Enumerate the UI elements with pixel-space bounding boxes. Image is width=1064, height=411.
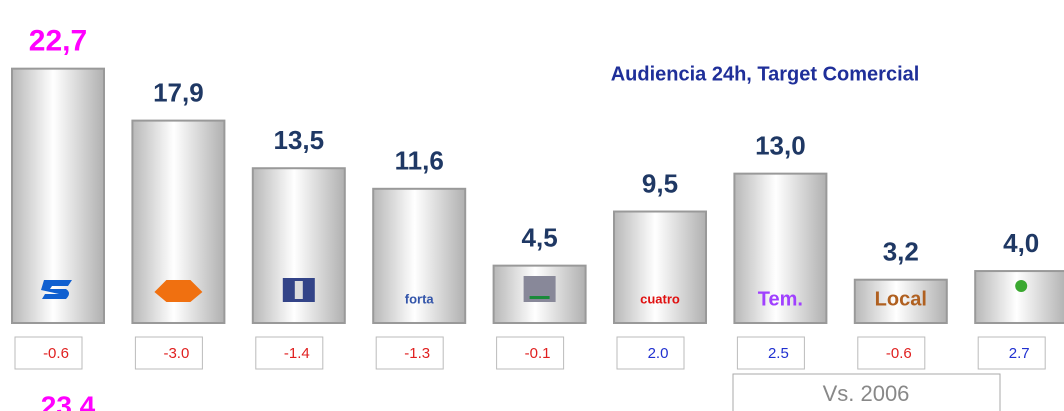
logo	[1015, 280, 1028, 292]
value-label: 11,6	[395, 146, 444, 176]
logo	[529, 296, 550, 299]
value-label: 3,2	[883, 237, 919, 267]
comparison-label: Vs. 2006	[823, 381, 910, 406]
change-box	[255, 336, 324, 370]
logo	[154, 280, 203, 302]
change-box	[977, 336, 1046, 370]
change-label: 2.7	[1009, 345, 1030, 362]
logo	[294, 281, 303, 299]
chart-title: Audiencia 24h, Target Comercial	[611, 63, 920, 85]
bar	[733, 172, 828, 324]
change-box	[375, 336, 444, 370]
value-label: 9,5	[642, 168, 678, 198]
change-label: -0.1	[525, 345, 551, 362]
change-label: -0.6	[886, 345, 912, 362]
change-box	[14, 336, 83, 370]
comparison-box	[732, 373, 1001, 411]
value-label: 17,9	[153, 77, 204, 107]
change-box	[616, 336, 685, 370]
value-label: 13,5	[273, 125, 324, 155]
change-label: -1.3	[404, 345, 430, 362]
change-label: -0.6	[43, 345, 69, 362]
value-label: 4,0	[1003, 228, 1039, 258]
change-box	[857, 336, 926, 370]
category-label: Local	[875, 288, 927, 310]
bar	[613, 210, 707, 324]
value-label: 22,7	[29, 25, 87, 58]
change-box	[134, 336, 203, 370]
bar	[853, 278, 948, 325]
change-box	[736, 336, 805, 370]
logo	[41, 280, 72, 299]
change-label: -3.0	[163, 345, 189, 362]
bar	[372, 187, 467, 324]
category-label: Tem.	[758, 288, 803, 310]
value-label: 13,0	[755, 131, 806, 161]
change-label: 2.0	[648, 345, 669, 362]
change-label: -1.4	[284, 345, 310, 362]
previous-label: 23,4	[41, 390, 96, 411]
value-label: 4,5	[522, 223, 558, 253]
bar	[974, 270, 1064, 324]
category-label: forta	[405, 291, 435, 306]
change-box	[496, 336, 565, 370]
change-label: 2.5	[768, 345, 789, 362]
category-label: cuatro	[640, 291, 680, 306]
